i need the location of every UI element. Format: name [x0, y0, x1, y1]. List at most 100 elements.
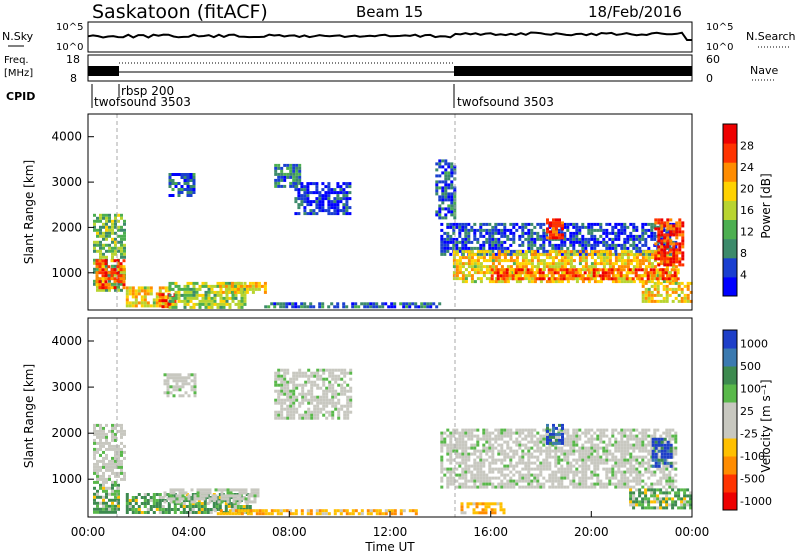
velocity-scatter-cell — [325, 404, 329, 408]
velocity-scatter-cell — [608, 443, 612, 447]
velocity-scatter-cell — [102, 501, 105, 505]
power-scatter-cell — [117, 225, 120, 229]
velocity-scatter-cell — [289, 401, 293, 405]
power-scatter-cell — [626, 246, 630, 250]
velocity-scatter-cell — [292, 383, 296, 387]
power-scatter-cell — [101, 262, 105, 266]
power-scatter-cell — [602, 259, 606, 263]
velocity-scatter-cell — [184, 379, 188, 383]
velocity-scatter-cell — [310, 398, 314, 402]
power-scatter-cell — [348, 212, 352, 216]
power-scatter-cell — [294, 305, 298, 309]
power-scatter-cell — [581, 234, 585, 238]
power-scatter-cell — [183, 179, 187, 182]
power-scatter-cell — [666, 236, 670, 240]
power-scatter-cell — [678, 263, 682, 267]
power-scatter-cell — [514, 271, 518, 275]
power-scatter-cell — [508, 274, 512, 278]
velocity-scatter-cell — [614, 437, 618, 441]
velocity-scatter-cell — [500, 428, 504, 432]
power-scatter-cell — [221, 284, 225, 288]
power-scatter-cell — [664, 277, 668, 281]
power-scatter-cell — [192, 296, 196, 300]
velocity-scatter-cell — [521, 443, 525, 447]
velocity-scatter-cell — [491, 446, 495, 450]
velocity-scatter-cell — [111, 468, 114, 472]
velocity-scatter-cell — [313, 380, 317, 384]
power-scatter-cell — [294, 302, 298, 306]
velocity-scatter-cell — [250, 494, 254, 498]
velocity-scatter-cell — [96, 480, 99, 484]
velocity-scatter-cell — [325, 398, 329, 402]
velocity-scatter-cell — [182, 502, 186, 505]
power-scatter-cell — [177, 293, 181, 297]
power-scatter-cell — [330, 212, 334, 216]
velocity-scatter-cell — [530, 428, 534, 432]
power-scatter-cell — [671, 280, 675, 284]
power-scatter-cell — [604, 274, 608, 278]
power-scatter-cell — [647, 287, 651, 291]
power-scatter-cell — [533, 240, 537, 244]
velocity-scatter-cell — [173, 502, 177, 505]
power-scatter-cell — [177, 284, 181, 288]
velocity-scatter-cell — [488, 476, 492, 480]
power-scatter-cell — [530, 250, 534, 254]
velocity-scatter-cell — [340, 404, 344, 408]
velocity-scatter-cell — [304, 383, 308, 387]
power-scatter-cell — [608, 237, 612, 241]
power-scatter-cell — [440, 237, 444, 241]
power-scatter-cell — [526, 271, 530, 275]
velocity-scatter-cell — [548, 443, 552, 447]
velocity-scatter-cell — [572, 485, 576, 489]
power-scatter-cell — [641, 225, 645, 229]
power-scatter-cell — [464, 231, 468, 235]
velocity-scatter-cell — [298, 374, 302, 378]
velocity-scatter-cell — [295, 374, 299, 378]
velocity-scatter-cell — [611, 455, 615, 459]
power-scatter-cell — [447, 207, 451, 211]
velocity-scatter-cell — [289, 404, 293, 408]
velocity-scatter-cell — [665, 479, 669, 483]
velocity-scatter-cell — [351, 512, 355, 516]
velocity-scatter-cell — [527, 467, 531, 471]
power-scatter-cell — [155, 295, 159, 299]
power-scatter-cell — [530, 231, 534, 235]
velocity-scatter-cell — [230, 505, 234, 508]
power-scatter-cell — [575, 240, 579, 244]
velocity-scatter-cell — [470, 452, 474, 456]
power-scatter-cell — [611, 246, 615, 250]
power-scatter-cell — [303, 209, 307, 213]
velocity-scatter-cell — [512, 440, 516, 444]
velocity-scatter-cell — [641, 446, 645, 450]
power-scatter-cell — [464, 250, 468, 254]
power-colorbar-tick-label: 16 — [740, 204, 754, 217]
power-scatter-cell — [467, 250, 471, 254]
velocity-scatter-cell — [593, 464, 597, 468]
power-scatter-cell — [549, 230, 552, 234]
power-scatter-cell — [669, 260, 673, 264]
power-scatter-cell — [116, 265, 120, 269]
power-scatter-cell — [213, 284, 217, 288]
power-scatter-cell — [292, 169, 296, 173]
power-scatter-cell — [650, 277, 654, 281]
power-scatter-cell — [104, 286, 108, 290]
power-scatter-cell — [104, 268, 108, 272]
velocity-scatter-cell — [452, 431, 456, 435]
velocity-scatter-cell — [644, 434, 648, 438]
power-scatter-cell — [263, 290, 267, 294]
velocity-scatter-cell — [452, 446, 456, 450]
velocity-scatter-cell — [581, 446, 585, 450]
velocity-scatter-cell — [566, 437, 570, 441]
velocity-scatter-cell — [578, 446, 582, 450]
power-scatter-cell — [183, 302, 187, 306]
power-scatter-cell — [653, 281, 657, 285]
power-scatter-cell — [666, 260, 670, 264]
velocity-scatter-cell — [651, 437, 655, 441]
power-scatter-cell — [96, 228, 99, 232]
power-scatter-cell — [610, 277, 614, 281]
power-scatter-cell — [644, 296, 648, 300]
power-scatter-cell — [650, 290, 654, 294]
velocity-scatter-cell — [161, 496, 165, 499]
velocity-scatter-cell — [476, 455, 480, 459]
power-scatter-cell — [351, 302, 355, 306]
